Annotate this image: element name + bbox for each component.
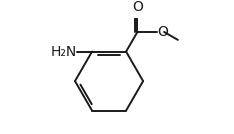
Text: H₂N: H₂N — [51, 45, 77, 59]
Text: O: O — [132, 0, 143, 14]
Text: O: O — [157, 25, 168, 39]
